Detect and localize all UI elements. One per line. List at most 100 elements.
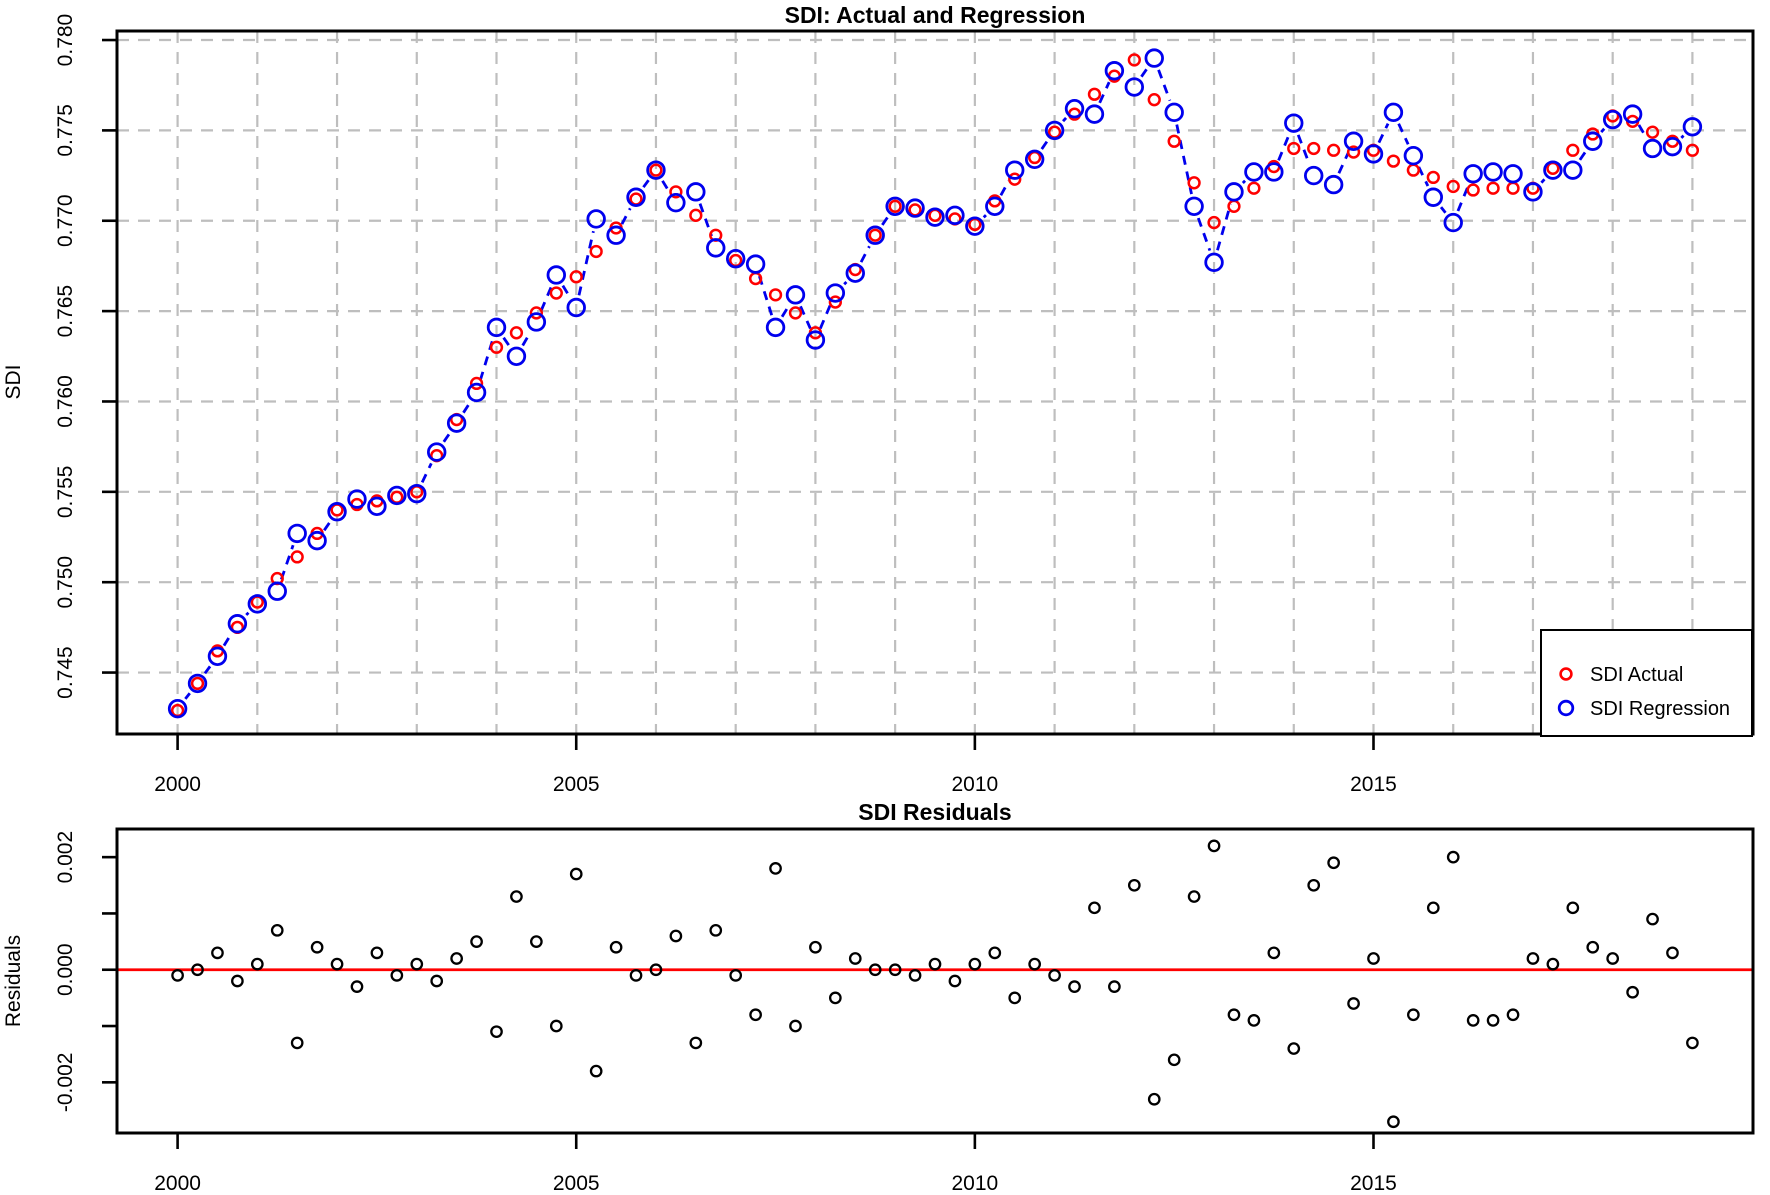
regression-line-segment xyxy=(881,215,890,226)
residual-point xyxy=(1606,952,1620,965)
actual-point xyxy=(1008,172,1022,186)
residual-point xyxy=(1307,878,1321,892)
bottom-panel-frame xyxy=(115,827,1755,1135)
residual-point xyxy=(350,980,364,993)
residual-point xyxy=(1327,856,1340,870)
actual-point xyxy=(1047,125,1062,139)
regression-line-segment xyxy=(1417,166,1430,187)
regression-point xyxy=(1204,252,1224,273)
residual-point xyxy=(1646,912,1659,926)
residual-point xyxy=(1068,980,1081,993)
top-panel-frame xyxy=(115,29,1755,736)
regression-point xyxy=(1224,182,1244,202)
regression-line-segment xyxy=(1637,124,1648,139)
regression-line-segment xyxy=(577,230,595,296)
actual-point xyxy=(649,163,663,177)
regression-point xyxy=(725,249,746,269)
residual-point xyxy=(171,969,184,982)
actual-point xyxy=(1486,181,1500,195)
regression-point xyxy=(1084,104,1105,124)
residual-point xyxy=(1546,957,1560,971)
actual-point xyxy=(1326,143,1341,157)
regression-point xyxy=(965,216,985,236)
residual-point xyxy=(888,963,902,977)
residual-point xyxy=(1147,1092,1161,1106)
y-axis-tick-label: 0.755 xyxy=(54,466,77,519)
residual-point xyxy=(1187,890,1201,903)
regression-point xyxy=(626,187,646,207)
x-axis-tick-label: 2000 xyxy=(154,1172,201,1195)
residual-point xyxy=(1048,969,1061,982)
actual-point xyxy=(1227,199,1241,213)
y-axis-tick-label: 0.000 xyxy=(54,943,77,996)
regression-point xyxy=(367,496,387,516)
regression-line-segment xyxy=(1196,217,1212,252)
residual-point xyxy=(1446,850,1460,864)
residual-point xyxy=(549,1019,563,1033)
residual-point xyxy=(928,957,942,971)
regression-point xyxy=(1503,164,1523,184)
regression-point xyxy=(1602,109,1623,130)
regression-line-segment xyxy=(799,305,812,330)
y-axis-tick-label: 0.745 xyxy=(54,646,77,699)
regression-point xyxy=(1443,212,1463,233)
regression-line-segment xyxy=(1157,69,1172,102)
residual-point xyxy=(828,991,842,1005)
y-axis-tick-label: 0.765 xyxy=(54,285,77,338)
actual-point xyxy=(1287,141,1301,156)
residual-point xyxy=(231,974,244,988)
legend-actual-label: SDI Actual xyxy=(1590,664,1683,686)
regression-line-segment xyxy=(184,692,191,700)
regression-point xyxy=(666,192,686,213)
regression-line-segment xyxy=(561,284,571,298)
regression-line-segment xyxy=(698,203,713,237)
residual-point xyxy=(589,1064,603,1078)
actual-point xyxy=(1685,143,1700,157)
regression-point xyxy=(1024,149,1045,170)
actual-point xyxy=(1546,161,1560,175)
residual-point xyxy=(948,974,962,988)
regression-point xyxy=(1244,162,1264,182)
residual-point xyxy=(1207,839,1221,853)
residual-point xyxy=(1686,1036,1699,1050)
x-axis-tick-label: 2005 xyxy=(553,1172,600,1195)
regression-point xyxy=(586,209,606,229)
top-panel-grid xyxy=(117,31,1753,734)
regression-point xyxy=(765,317,786,338)
residual-point xyxy=(1367,952,1380,965)
actual-point xyxy=(1127,53,1141,67)
actual-point xyxy=(689,208,703,222)
residual-point xyxy=(1566,901,1580,915)
actual-point xyxy=(1386,154,1401,168)
regression-point xyxy=(1423,187,1443,207)
actual-point xyxy=(1466,183,1480,197)
residual-point xyxy=(1088,901,1101,915)
residual-point xyxy=(310,940,324,954)
residual-point xyxy=(1626,985,1639,999)
actual-point xyxy=(509,326,524,340)
regression-point xyxy=(825,283,846,303)
actual-point xyxy=(928,208,942,222)
regression-point xyxy=(1304,165,1324,186)
x-axis-tick-label: 2015 xyxy=(1350,1172,1397,1195)
regression-point xyxy=(1284,113,1304,133)
legend-actual-marker-icon xyxy=(1559,667,1573,681)
residual-point xyxy=(749,1008,762,1022)
residual-point xyxy=(1586,940,1600,954)
residual-point xyxy=(1466,1014,1480,1027)
bottom-panel-title: SDI Residuals xyxy=(858,799,1011,825)
regression-line-segment xyxy=(819,304,832,330)
regression-point xyxy=(227,614,248,634)
regression-point xyxy=(1164,102,1184,123)
actual-point xyxy=(888,199,902,213)
regression-point xyxy=(1184,196,1204,216)
regression-line-segment xyxy=(521,332,532,347)
regression-point xyxy=(407,483,427,504)
residual-point xyxy=(1028,957,1042,971)
regression-line-segment xyxy=(1377,122,1390,144)
regression-point xyxy=(486,317,507,338)
legend-frame xyxy=(1540,629,1753,737)
residual-point xyxy=(470,935,483,948)
residual-point xyxy=(609,940,623,954)
regression-line-segment xyxy=(843,281,848,286)
